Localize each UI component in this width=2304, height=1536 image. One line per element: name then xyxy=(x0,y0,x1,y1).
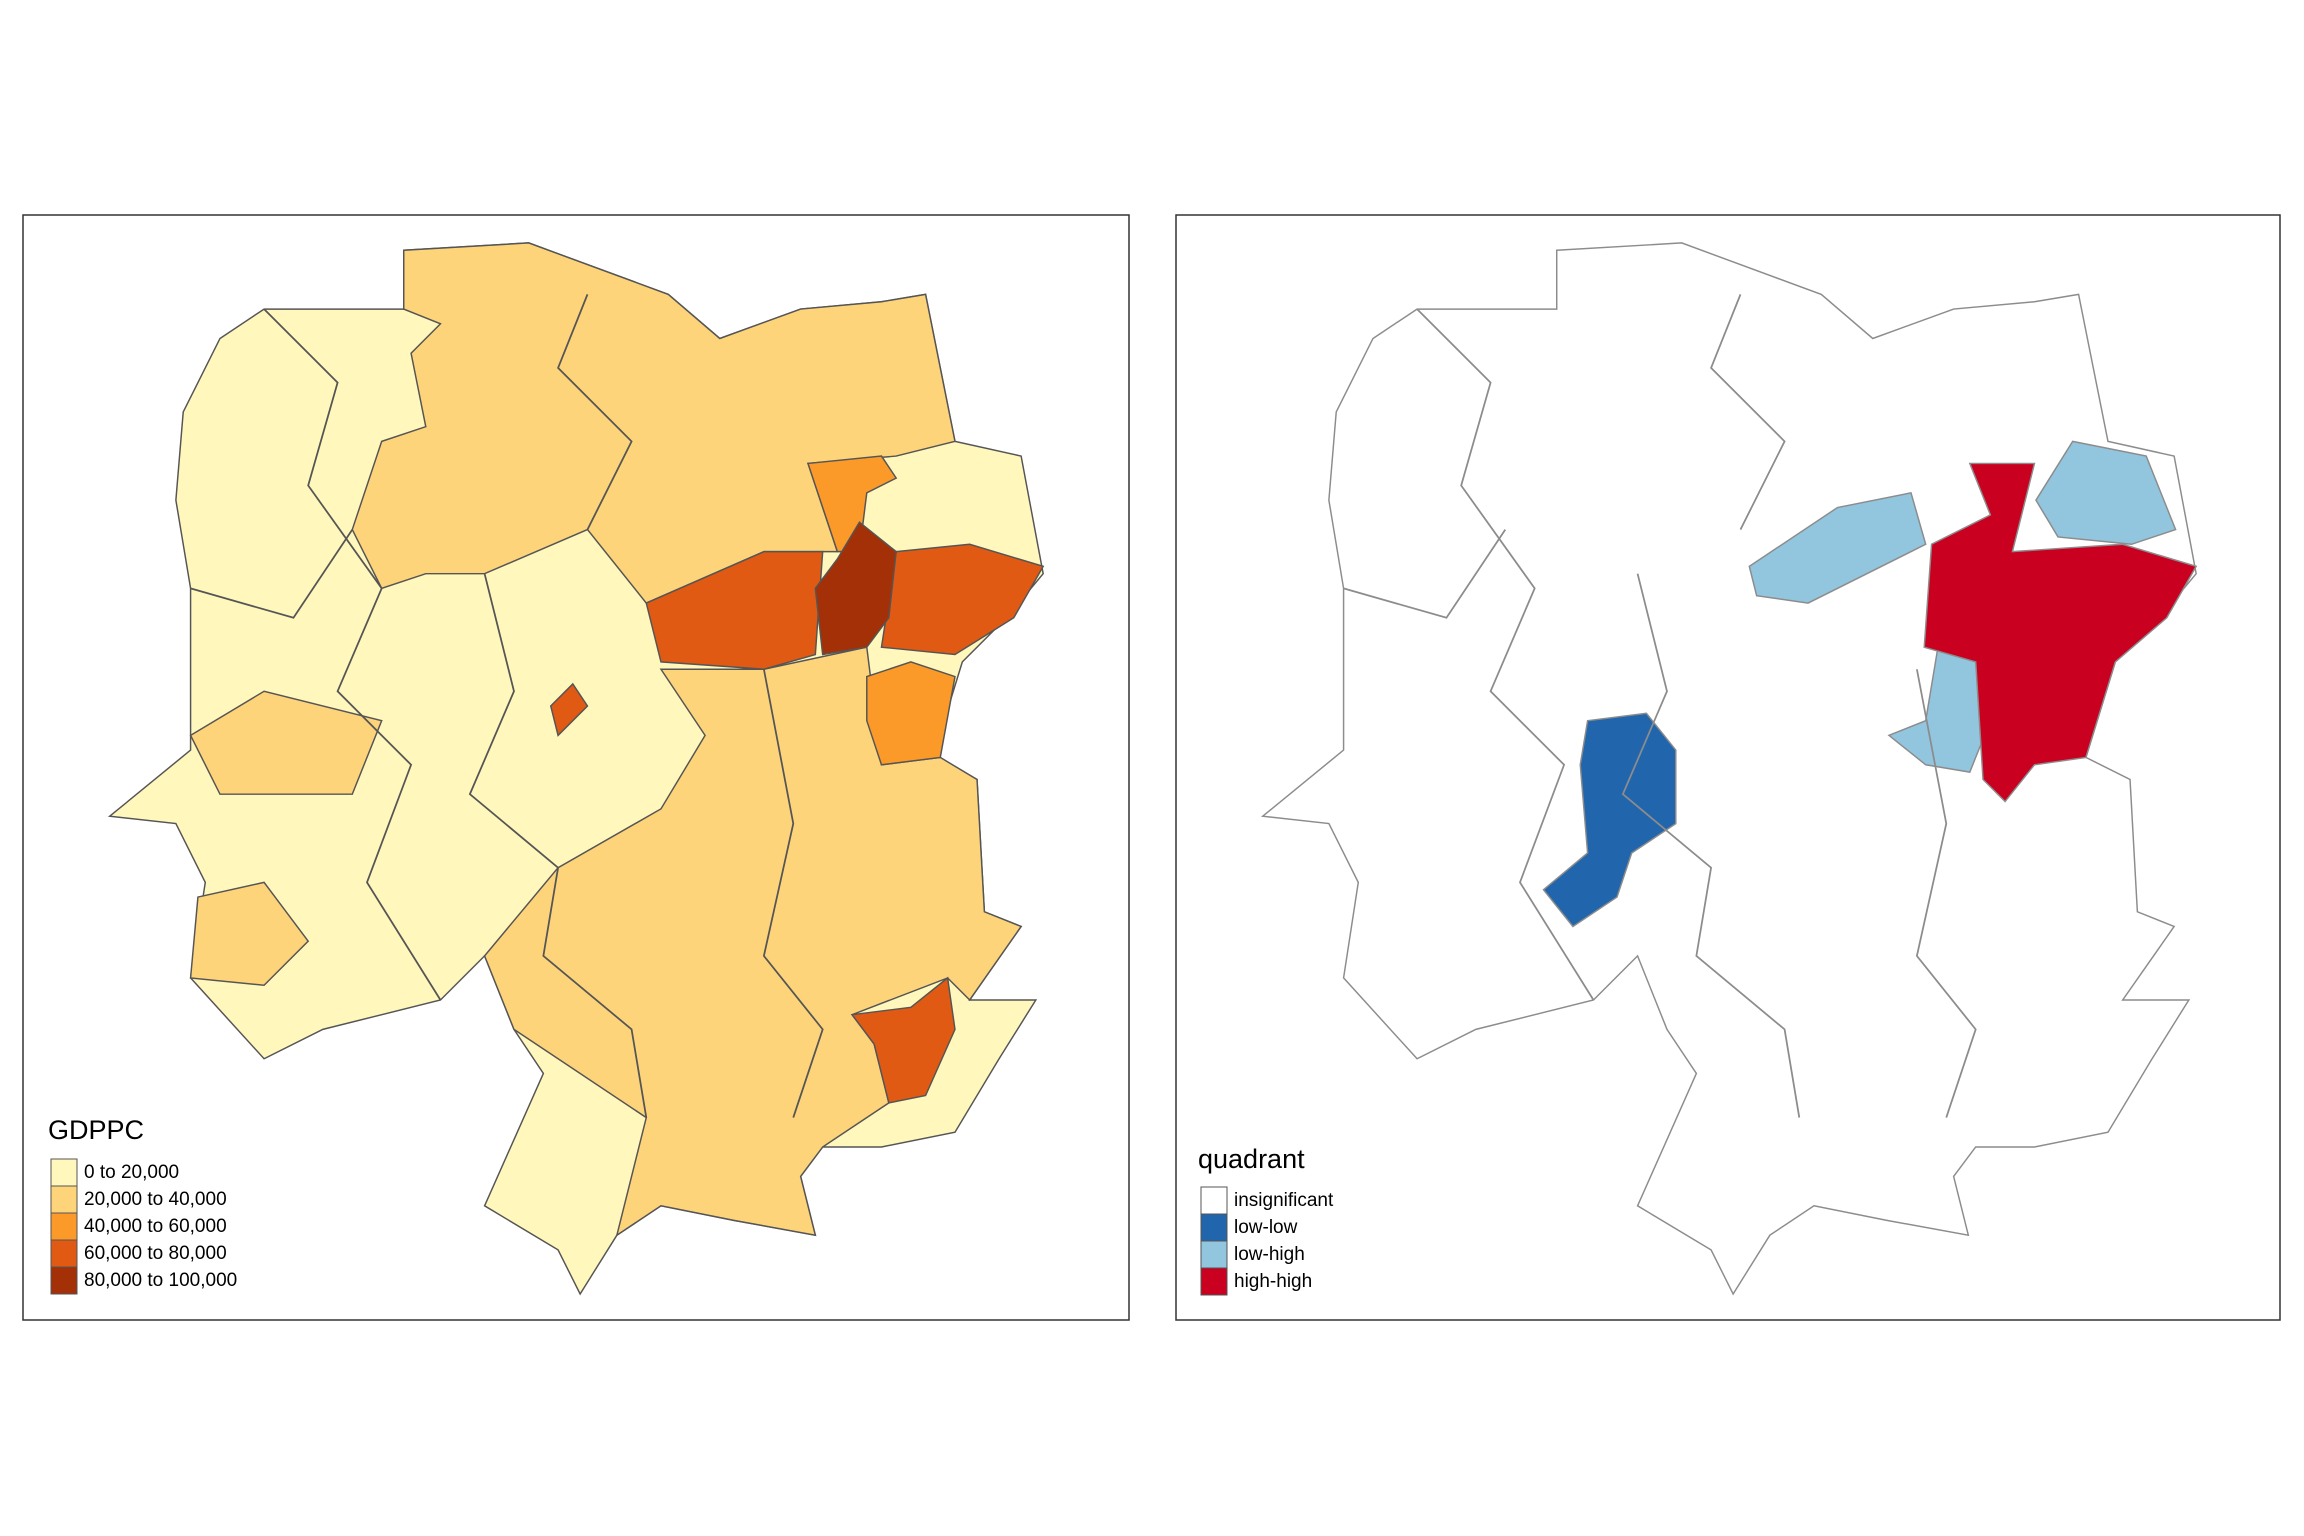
region xyxy=(1923,462,2198,803)
region xyxy=(850,976,956,1104)
legend-title: quadrant xyxy=(1198,1144,1305,1174)
region xyxy=(645,550,824,670)
boundary xyxy=(190,529,354,619)
region xyxy=(189,881,310,987)
legend-swatch xyxy=(50,1266,78,1295)
region xyxy=(1542,712,1677,928)
boundary xyxy=(1621,573,1801,1118)
legend-label: 40,000 to 60,000 xyxy=(84,1216,227,1237)
legend-swatch xyxy=(50,1158,78,1187)
boundary xyxy=(263,308,442,1001)
legend-swatch xyxy=(50,1212,78,1241)
boundary xyxy=(468,573,648,1118)
region xyxy=(1748,491,1927,604)
boundary xyxy=(762,669,824,1118)
region xyxy=(806,455,898,553)
legend-title: GDPPC xyxy=(48,1115,144,1145)
region xyxy=(814,521,897,656)
legend-label: 0 to 20,000 xyxy=(84,1162,179,1183)
gdppc-map xyxy=(107,242,1045,1296)
legend-label: low-low xyxy=(1234,1217,1298,1238)
region xyxy=(1260,242,2197,1296)
legend-label: high-high xyxy=(1234,1271,1312,1292)
region xyxy=(483,646,1023,1237)
boundary xyxy=(1343,529,1507,619)
legend-label: 20,000 to 40,000 xyxy=(84,1189,227,1210)
legend-label: low-high xyxy=(1234,1244,1305,1265)
map-frame xyxy=(1175,214,2281,1321)
quadrant-map xyxy=(1260,242,2198,1296)
region xyxy=(866,661,956,766)
legend-swatch xyxy=(1200,1267,1228,1296)
legend-swatch xyxy=(1200,1186,1228,1215)
map-frame xyxy=(22,214,1130,1321)
boundary xyxy=(557,294,633,530)
legend-label: insignificant xyxy=(1234,1190,1334,1211)
region xyxy=(189,690,383,795)
boundary xyxy=(1710,294,1786,530)
legend-swatch xyxy=(50,1239,78,1268)
legend-swatch xyxy=(50,1185,78,1214)
legend-swatch xyxy=(1200,1213,1228,1242)
boundary xyxy=(1416,308,1595,1001)
legend-label: 60,000 to 80,000 xyxy=(84,1243,227,1264)
boundary xyxy=(1915,669,1977,1118)
region xyxy=(2035,440,2177,546)
region xyxy=(549,682,589,737)
legend-swatch xyxy=(1200,1240,1228,1269)
region xyxy=(880,543,1045,656)
legend-label: 80,000 to 100,000 xyxy=(84,1270,237,1291)
